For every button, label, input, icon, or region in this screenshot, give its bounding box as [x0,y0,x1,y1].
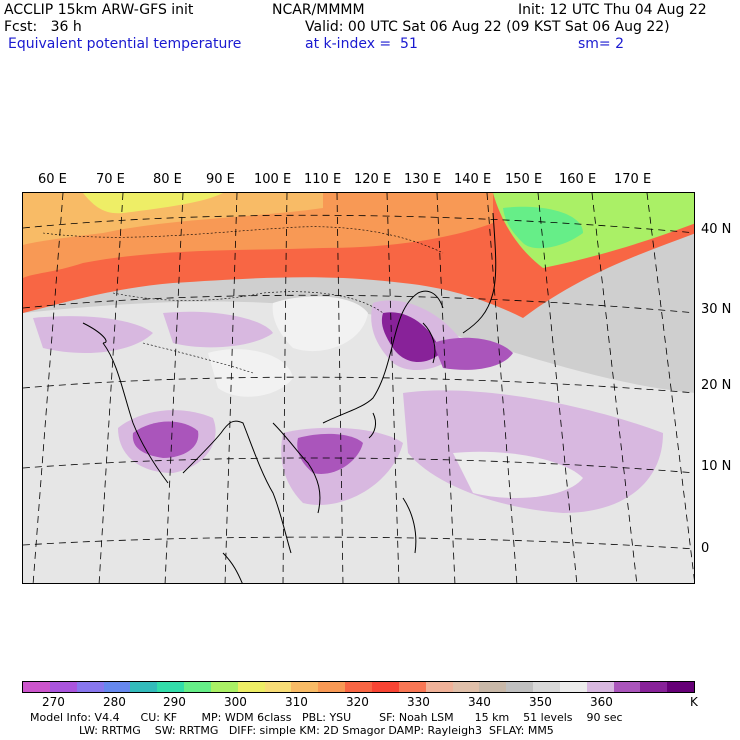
colorbar-swatch [49,682,77,692]
model-info-line2: LW: RRTMG SW: RRTMG DIFF: simple KM: 2D … [30,724,554,737]
colorbar-tick: 270 [42,695,65,709]
lat-label: 20 N [701,378,732,393]
colorbar-swatch [264,682,292,692]
colorbar-swatch [452,682,480,692]
colorbar-swatch [237,682,265,692]
colorbar-swatch [76,682,104,692]
colorbar-swatch [398,682,426,692]
colorbar-tick: 330 [407,695,430,709]
colorbar [22,681,695,693]
init-time: Init: 12 UTC Thu 04 Aug 22 [518,2,707,18]
colorbar-tick: 340 [468,695,491,709]
colorbar-swatch [479,682,507,692]
lon-label: 140 E [454,172,492,187]
colorbar-swatch [291,682,319,692]
lat-label: 10 N [701,459,732,474]
lat-label: 40 N [701,222,732,237]
lon-label: 120 E [354,172,392,187]
colorbar-swatch [210,682,238,692]
colorbar-swatch [157,682,185,692]
colorbar-tick: 360 [590,695,613,709]
lat-label: 30 N [701,302,732,317]
lon-label: 70 E [96,172,125,187]
colorbar-swatch [613,682,641,692]
level-label: at k-index = 51 [305,36,418,52]
colorbar-swatch [506,682,534,692]
colorbar-tick: 350 [529,695,552,709]
lon-label: 130 E [404,172,442,187]
colorbar-swatch [559,682,587,692]
colorbar-swatch [318,682,346,692]
colorbar-swatch [533,682,560,692]
colorbar-tick: 280 [103,695,126,709]
colorbar-swatch [586,682,614,692]
lon-label: 110 E [304,172,342,187]
colorbar-swatch [103,682,131,692]
colorbar-swatch [184,682,211,692]
org-label: NCAR/MMMM [272,2,365,18]
colorbar-tick: 290 [163,695,186,709]
field-name: Equivalent potential temperature [8,36,242,52]
smoothing-label: sm= 2 [578,36,625,52]
lon-label: 150 E [505,172,543,187]
forecast-hour: Fcst: 36 h [4,19,82,35]
colorbar-swatch [23,682,50,692]
colorbar-tick: 310 [285,695,308,709]
colorbar-swatch [425,682,453,692]
colorbar-swatch [345,682,372,692]
lon-label: 100 E [254,172,292,187]
colorbar-swatch [371,682,399,692]
map-field [23,193,694,583]
lat-label: 0 [701,541,710,556]
lon-label: 170 E [614,172,652,187]
colorbar-tick: 300 [224,695,247,709]
model-title: ACCLIP 15km ARW-GFS init [4,2,194,18]
lon-label: 160 E [559,172,597,187]
map-panel [22,192,695,584]
colorbar-swatch [130,682,158,692]
colorbar-swatch [667,682,695,692]
colorbar-tick: 320 [346,695,369,709]
colorbar-swatch [640,682,668,692]
lon-label: 90 E [206,172,235,187]
model-info-line1: Model Info: V4.4 CU: KF MP: WDM 6class P… [30,711,623,724]
lon-label: 80 E [153,172,182,187]
valid-time: Valid: 00 UTC Sat 06 Aug 22 (09 KST Sat … [305,19,670,35]
colorbar-unit: K [690,695,698,709]
lon-label: 60 E [38,172,67,187]
